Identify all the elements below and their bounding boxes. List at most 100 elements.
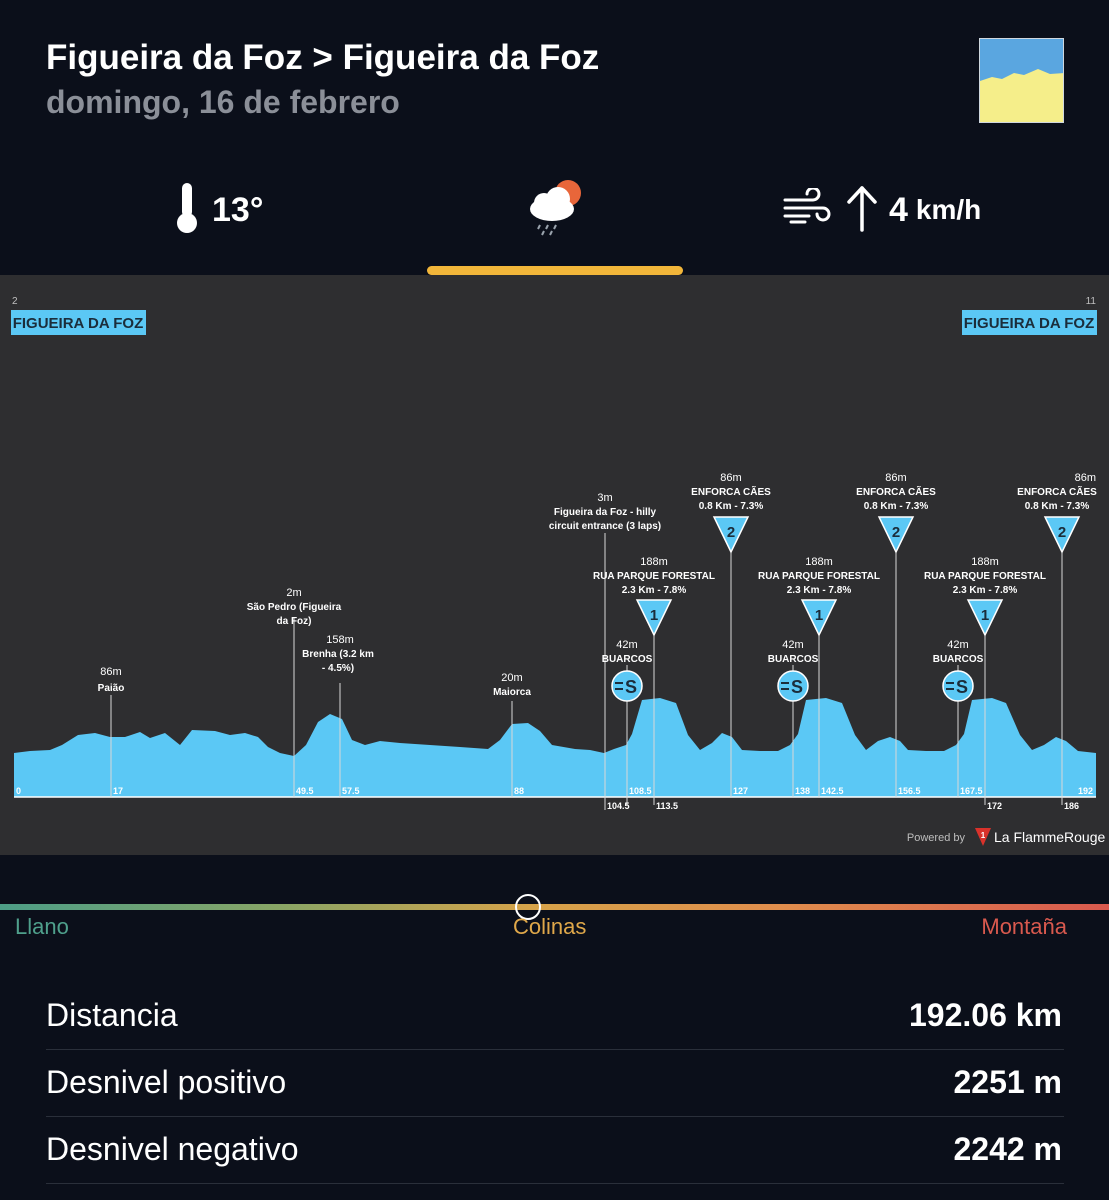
waypoint-alt: 2m: [286, 587, 301, 599]
km-marker: 57.5: [342, 786, 360, 796]
stat-row-elevation-loss: Desnivel negativo 2242 m: [46, 1117, 1064, 1184]
wind-block: 4 km/h: [783, 180, 981, 240]
waypoint-name: São Pedro (Figueira: [247, 602, 342, 613]
waypoint-alt: 42m: [947, 639, 968, 651]
km-marker: 17: [113, 786, 123, 796]
waypoint-name: 0.8 Km - 7.3%: [1025, 501, 1090, 512]
waypoint-labels: 86m Paião 2m São Pedro (Figueira da Foz)…: [98, 472, 1097, 698]
climb-category-icon: 1: [800, 599, 838, 637]
elevation-profile-area: [14, 698, 1096, 797]
wind-speed-unit: km/h: [915, 194, 982, 225]
waypoint-name: ENFORCA CÃES: [691, 485, 771, 498]
waypoint-alt: 86m: [720, 472, 741, 484]
climb-category-icon: 1: [635, 599, 673, 637]
svg-text:2: 2: [892, 524, 900, 541]
waypoint-alt: 188m: [971, 556, 999, 568]
powered-by-label: Powered by: [907, 832, 966, 844]
stat-label: Desnivel positivo: [46, 1064, 287, 1100]
wind-speed-value: 4: [889, 190, 908, 229]
selected-tab-indicator: [427, 266, 683, 275]
svg-text:1: 1: [815, 607, 823, 624]
climb-markers: 1 2 1 2 1 2: [635, 516, 1081, 637]
flamme-rouge-logo-icon: 1: [975, 828, 991, 846]
km-marker: 167.5: [960, 786, 983, 796]
waypoint-name: BUARCOS: [602, 654, 653, 665]
svg-text:S: S: [956, 677, 968, 697]
waypoint-name: - 4.5%): [322, 663, 354, 674]
waypoint-name: RUA PARQUE FORESTAL: [758, 571, 880, 582]
km-marker: 186: [1064, 801, 1079, 811]
waypoint-name: RUA PARQUE FORESTAL: [593, 571, 715, 582]
svg-text:1: 1: [981, 607, 989, 624]
brand-name: La FlammeRouge: [994, 829, 1105, 845]
stat-label: Distancia: [46, 997, 178, 1033]
km-marker: 192: [1078, 786, 1093, 796]
difficulty-scale: Llano Colinas Montaña: [0, 880, 1109, 950]
sprint-markers: S S S: [611, 670, 974, 702]
waypoint-alt: 86m: [885, 472, 906, 484]
svg-text:2: 2: [1058, 524, 1066, 541]
sprint-icon: S: [777, 670, 809, 702]
stage-date: domingo, 16 de febrero: [46, 84, 400, 120]
km-marker: 0: [16, 786, 21, 796]
svg-text:S: S: [625, 677, 637, 697]
waypoint-name: circuit entrance (3 laps): [549, 521, 661, 532]
stat-value: 2251 m: [953, 1064, 1062, 1100]
waypoint-alt: 3m: [597, 492, 612, 504]
sprint-icon: S: [942, 670, 974, 702]
profile-thumbnail[interactable]: [979, 38, 1064, 123]
waypoint-alt: 188m: [805, 556, 833, 568]
stat-value: 192.06 km: [908, 997, 1062, 1033]
finish-name: FIGUEIRA DA FOZ: [964, 315, 1095, 332]
svg-text:1: 1: [650, 607, 658, 624]
waypoint-name: Paião: [98, 683, 125, 694]
stage-stats: Distancia 192.06 km Desnivel positivo 22…: [46, 983, 1064, 1184]
stage-profile[interactable]: 2 FIGUEIRA DA FOZ 11 FIGUEIRA DA FOZ: [0, 275, 1109, 855]
waypoint-name: ENFORCA CÃES: [856, 485, 936, 498]
waypoint-name: da Foz): [277, 616, 312, 627]
difficulty-label-montana: Montaña: [981, 914, 1067, 939]
climb-category-icon: 2: [877, 516, 915, 554]
thermometer-icon: [172, 181, 202, 240]
difficulty-label-llano: Llano: [15, 914, 69, 939]
km-marker: 108.5: [629, 786, 652, 796]
waypoint-name: Brenha (3.2 km: [302, 649, 374, 660]
km-marker: 113.5: [656, 801, 678, 811]
climb-category-icon: 2: [1043, 516, 1081, 554]
waypoint-name: BUARCOS: [768, 654, 819, 665]
waypoint-name: ENFORCA CÃES: [1017, 485, 1097, 498]
wind-icon: [783, 186, 833, 233]
waypoint-alt: 86m: [1075, 472, 1096, 484]
km-marker: 172: [987, 801, 1002, 811]
cloud-sun-rain-icon: [522, 175, 588, 242]
stage-title: Figueira da Foz > Figueira da Foz: [46, 38, 600, 77]
waypoint-alt: 20m: [501, 672, 522, 684]
arrow-up-icon: [845, 184, 879, 237]
finish-number: 11: [1086, 296, 1097, 307]
waypoint-name: 0.8 Km - 7.3%: [864, 501, 929, 512]
waypoint-name: RUA PARQUE FORESTAL: [924, 571, 1046, 582]
km-marker: 104.5: [607, 801, 630, 811]
stat-row-distance: Distancia 192.06 km: [46, 983, 1064, 1050]
start-number: 2: [12, 296, 18, 307]
svg-text:1: 1: [981, 831, 986, 840]
waypoint-alt: 42m: [782, 639, 803, 651]
waypoint-name: Figueira da Foz - hilly: [554, 507, 657, 518]
km-markers: 0 17 49.5 57.5 88 104.5 108.5 113.5 127 …: [16, 786, 1093, 811]
stat-label: Desnivel negativo: [46, 1131, 299, 1167]
km-marker: 127: [733, 786, 748, 796]
waypoint-alt: 42m: [616, 639, 637, 651]
km-marker: 156.5: [898, 786, 921, 796]
temperature-value: 13°: [212, 190, 264, 229]
waypoint-alt: 158m: [326, 634, 354, 646]
svg-text:2: 2: [727, 524, 735, 541]
km-marker: 49.5: [296, 786, 314, 796]
svg-text:S: S: [791, 677, 803, 697]
waypoint-name: 2.3 Km - 7.8%: [953, 585, 1018, 596]
weather-condition: [522, 178, 588, 238]
sprint-icon: S: [611, 670, 643, 702]
waypoint-alt: 86m: [100, 666, 121, 678]
climb-category-icon: 2: [712, 516, 750, 554]
start-label-box: [11, 310, 146, 335]
waypoint-name: Maiorca: [493, 687, 531, 698]
